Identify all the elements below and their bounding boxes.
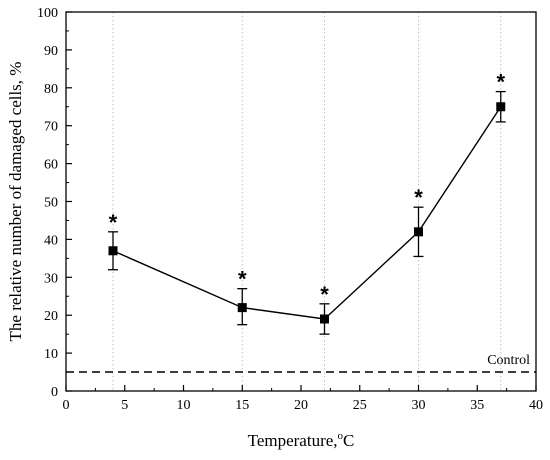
x-axis-title-text: Temperature,	[248, 431, 338, 450]
y-tick-label: 10	[44, 347, 58, 362]
y-tick-label: 100	[37, 6, 58, 21]
y-tick-label: 40	[44, 233, 58, 248]
x-tick-label: 35	[470, 398, 484, 413]
y-axis-title: The relative number of damaged cells, %	[6, 62, 25, 342]
data-point	[414, 227, 423, 237]
x-axis-title-unit: C	[343, 431, 354, 450]
x-tick-label: 40	[529, 398, 543, 413]
y-tick-label: 90	[44, 44, 58, 59]
data-point	[108, 246, 118, 256]
control-label: Control	[487, 353, 530, 368]
plot-frame	[65, 11, 537, 392]
series-line	[112, 106, 502, 320]
x-tick-label: 25	[353, 398, 367, 413]
data-point	[237, 303, 247, 313]
x-tick-label: 15	[235, 398, 249, 413]
data-point	[496, 102, 506, 112]
significance-star: *	[238, 267, 247, 292]
x-tick-label: 30	[412, 398, 426, 413]
significance-star: *	[320, 282, 329, 307]
control-reference: Control	[66, 353, 536, 373]
y-tick-label: 30	[44, 271, 58, 286]
x-axis-title: Temperature,oC	[248, 430, 355, 450]
x-tick-label: 10	[177, 398, 191, 413]
y-tick-label: 80	[44, 82, 58, 97]
x-tick-label: 20	[294, 398, 308, 413]
x-tick-label: 0	[63, 398, 70, 413]
data-series: * * * * *	[108, 70, 506, 335]
grid-lines	[112, 12, 502, 391]
y-tick-label: 50	[44, 196, 58, 211]
y-tick-label: 20	[44, 309, 58, 324]
significance-star: *	[414, 185, 423, 210]
x-tick-label: 5	[121, 398, 128, 413]
significance-star: *	[109, 210, 118, 235]
axis-titles: Temperature,oC The relative number of da…	[6, 62, 354, 450]
significance-star: *	[496, 70, 505, 95]
x-axis-title-superscript: o	[338, 430, 344, 442]
y-tick-label: 70	[44, 120, 58, 135]
data-point	[320, 314, 329, 324]
axes: 0 5 10 15 20 25 30 35 40 0 10 20 30 40 50 60 70 80 90 100	[37, 6, 543, 413]
y-tick-label: 60	[44, 158, 58, 173]
y-tick-label: 0	[51, 385, 58, 400]
